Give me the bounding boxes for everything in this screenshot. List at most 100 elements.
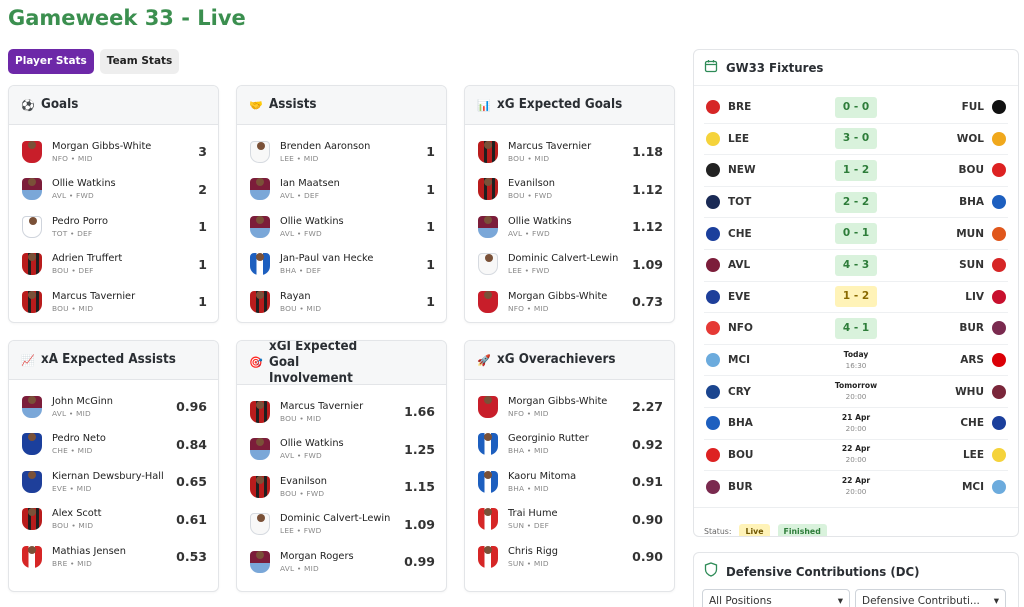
player-row[interactable]: Ian Maatsen AVL • DEF 1 [237, 171, 446, 209]
tab-team-stats[interactable]: Team Stats [99, 49, 180, 74]
position-select[interactable]: All Positions ▾ [702, 589, 850, 607]
player-row[interactable]: Pedro Neto CHE • MID 0.84 [9, 426, 218, 464]
player-row[interactable]: Ollie Watkins AVL • FWD 1.25 [237, 431, 446, 469]
player-row[interactable]: Trai Hume SUN • DEF 0.90 [465, 501, 674, 539]
player-row[interactable]: Ollie Watkins AVL • FWD 1 [237, 208, 446, 246]
player-info: Marcus Tavernier BOU • MID [52, 290, 198, 314]
player-row[interactable]: Kaoru Mitoma BHA • MID 0.91 [465, 463, 674, 501]
kickoff-clock: 20:00 [845, 423, 867, 433]
player-row[interactable]: Evanilson BOU • FWD 1.15 [237, 468, 446, 506]
player-name: Georginio Rutter [508, 433, 589, 445]
player-avatar [250, 253, 270, 276]
player-row[interactable]: Marcus Tavernier BOU • MID 1.18 [465, 133, 674, 171]
player-name: Dominic Calvert-Lewin [280, 513, 391, 525]
player-info: Adrien Truffert BOU • DEF [52, 252, 198, 276]
fixture-row[interactable]: NFO 4 - 1 BUR [704, 313, 1008, 345]
status-label: Status: [704, 526, 732, 536]
player-avatar [250, 475, 270, 498]
tab-player-stats[interactable]: Player Stats [8, 49, 94, 74]
final-score: 3 - 0 [835, 128, 877, 150]
home-team: TOT [704, 195, 824, 210]
player-row[interactable]: Georginio Rutter BHA • MID 0.92 [465, 426, 674, 464]
player-row[interactable]: Morgan Rogers AVL • MID 0.99 [237, 543, 446, 581]
player-avatar [22, 215, 42, 238]
player-info: Evanilson BOU • FWD [508, 177, 632, 201]
player-info: Chris Rigg SUN • MID [508, 545, 632, 569]
kickoff-time: Today 16:30 [823, 350, 889, 371]
xg-card: 📊 xG Expected Goals Marcus Tavernier BOU • … [464, 85, 675, 323]
fixture-center: 1 - 2 [824, 286, 888, 308]
player-info: Ollie Watkins AVL • FWD [280, 215, 426, 239]
player-row[interactable]: Evanilson BOU • FWD 1.12 [465, 171, 674, 209]
player-row[interactable]: Jan-Paul van Hecke BHA • DEF 1 [237, 246, 446, 284]
fixture-row[interactable]: MCI Today 16:30 ARS [704, 345, 1008, 377]
player-row[interactable]: Kiernan Dewsbury-Hall EVE • MID 0.65 [9, 463, 218, 501]
fixture-row[interactable]: AVL 4 - 3 SUN [704, 250, 1008, 282]
home-team: MCI [704, 353, 823, 368]
fixture-row[interactable]: TOT 2 - 2 BHA [704, 187, 1008, 219]
home-team-code: NFO [728, 322, 753, 335]
player-info: Ollie Watkins AVL • FWD [280, 437, 404, 461]
stat-value: 1.09 [632, 256, 663, 272]
player-name: Ollie Watkins [280, 215, 344, 227]
away-team-code: LIV [965, 290, 984, 303]
player-row[interactable]: Morgan Gibbs-White NFO • MID 2.27 [465, 388, 674, 426]
fixture-row[interactable]: EVE 1 - 2 LIV [704, 282, 1008, 314]
player-name: John McGinn [52, 395, 113, 407]
fixture-row[interactable]: BUR 22 Apr 20:00 MCI [704, 471, 1008, 503]
player-row[interactable]: Dominic Calvert-Lewin LEE • FWD 1.09 [465, 246, 674, 284]
player-row[interactable]: Alex Scott BOU • MID 0.61 [9, 501, 218, 539]
player-row[interactable]: Marcus Tavernier BOU • MID 1.66 [237, 393, 446, 431]
goals-card: ⚽ Goals Morgan Gibbs-White NFO • MID 3 Ollie … [8, 85, 219, 323]
sort-select[interactable]: Defensive Contributi... ▾ [855, 589, 1006, 607]
team-crest-icon [992, 195, 1006, 210]
team-crest-icon [992, 416, 1006, 431]
player-info: Dominic Calvert-Lewin LEE • FWD [508, 252, 632, 276]
player-row[interactable]: Ollie Watkins AVL • FWD 1.12 [465, 208, 674, 246]
fixture-row[interactable]: NEW 1 - 2 BOU [704, 155, 1008, 187]
away-team: LEE [889, 447, 1008, 462]
home-team: NEW [704, 163, 824, 178]
player-row[interactable]: Marcus Tavernier BOU • MID 1 [9, 283, 218, 321]
away-team-code: SUN [959, 259, 984, 272]
player-row[interactable]: John McGinn AVL • MID 0.96 [9, 388, 218, 426]
home-team: CHE [704, 226, 824, 241]
page-title: Gameweek 33 - Live [8, 6, 246, 30]
fixture-row[interactable]: BHA 21 Apr 20:00 CHE [704, 408, 1008, 440]
player-meta: BOU • DEF [52, 266, 94, 276]
stat-value: 1 [426, 256, 435, 272]
stat-value: 1 [426, 294, 435, 310]
player-row[interactable]: Pedro Porro TOT • DEF 1 [9, 208, 218, 246]
stat-value: 1.09 [404, 516, 435, 532]
player-info: Pedro Neto CHE • MID [52, 432, 176, 456]
player-row[interactable]: Ollie Watkins AVL • FWD 2 [9, 171, 218, 209]
fixture-row[interactable]: CHE 0 - 1 MUN [704, 218, 1008, 250]
fixture-row[interactable]: BOU 22 Apr 20:00 LEE [704, 440, 1008, 472]
stat-value: 1.12 [632, 219, 663, 235]
player-info: Brenden Aaronson LEE • MID [280, 140, 426, 164]
stat-value: 3 [198, 144, 207, 160]
player-name: Marcus Tavernier [52, 290, 136, 302]
player-avatar [22, 470, 42, 493]
player-row[interactable]: Dominic Calvert-Lewin LEE • FWD 1.09 [237, 506, 446, 544]
player-row[interactable]: Mathias Jensen BRE • MID 0.53 [9, 538, 218, 576]
fixture-center: 0 - 0 [824, 96, 888, 118]
sort-select-value: Defensive Contributi... [862, 595, 980, 607]
stat-value: 1.66 [404, 404, 435, 420]
fixture-row[interactable]: BRE 0 - 0 FUL [704, 92, 1008, 124]
player-name: Kiernan Dewsbury-Hall [52, 470, 164, 482]
team-crest-icon [706, 100, 720, 115]
fixture-row[interactable]: CRY Tomorrow 20:00 WHU [704, 376, 1008, 408]
player-row[interactable]: Morgan Gibbs-White NFO • MID 0.73 [465, 283, 674, 321]
player-row[interactable]: Chris Rigg SUN • MID 0.90 [465, 538, 674, 576]
player-avatar [478, 395, 498, 418]
player-row[interactable]: Adrien Truffert BOU • DEF 1 [9, 246, 218, 284]
stat-value: 0.65 [176, 474, 207, 490]
away-team: MUN [888, 226, 1008, 241]
player-row[interactable]: Rayan BOU • MID 1 [237, 283, 446, 321]
player-row[interactable]: Morgan Gibbs-White NFO • MID 3 [9, 133, 218, 171]
player-info: John McGinn AVL • MID [52, 395, 176, 419]
fixture-row[interactable]: LEE 3 - 0 WOL [704, 124, 1008, 156]
team-crest-icon [706, 163, 720, 178]
player-row[interactable]: Brenden Aaronson LEE • MID 1 [237, 133, 446, 171]
